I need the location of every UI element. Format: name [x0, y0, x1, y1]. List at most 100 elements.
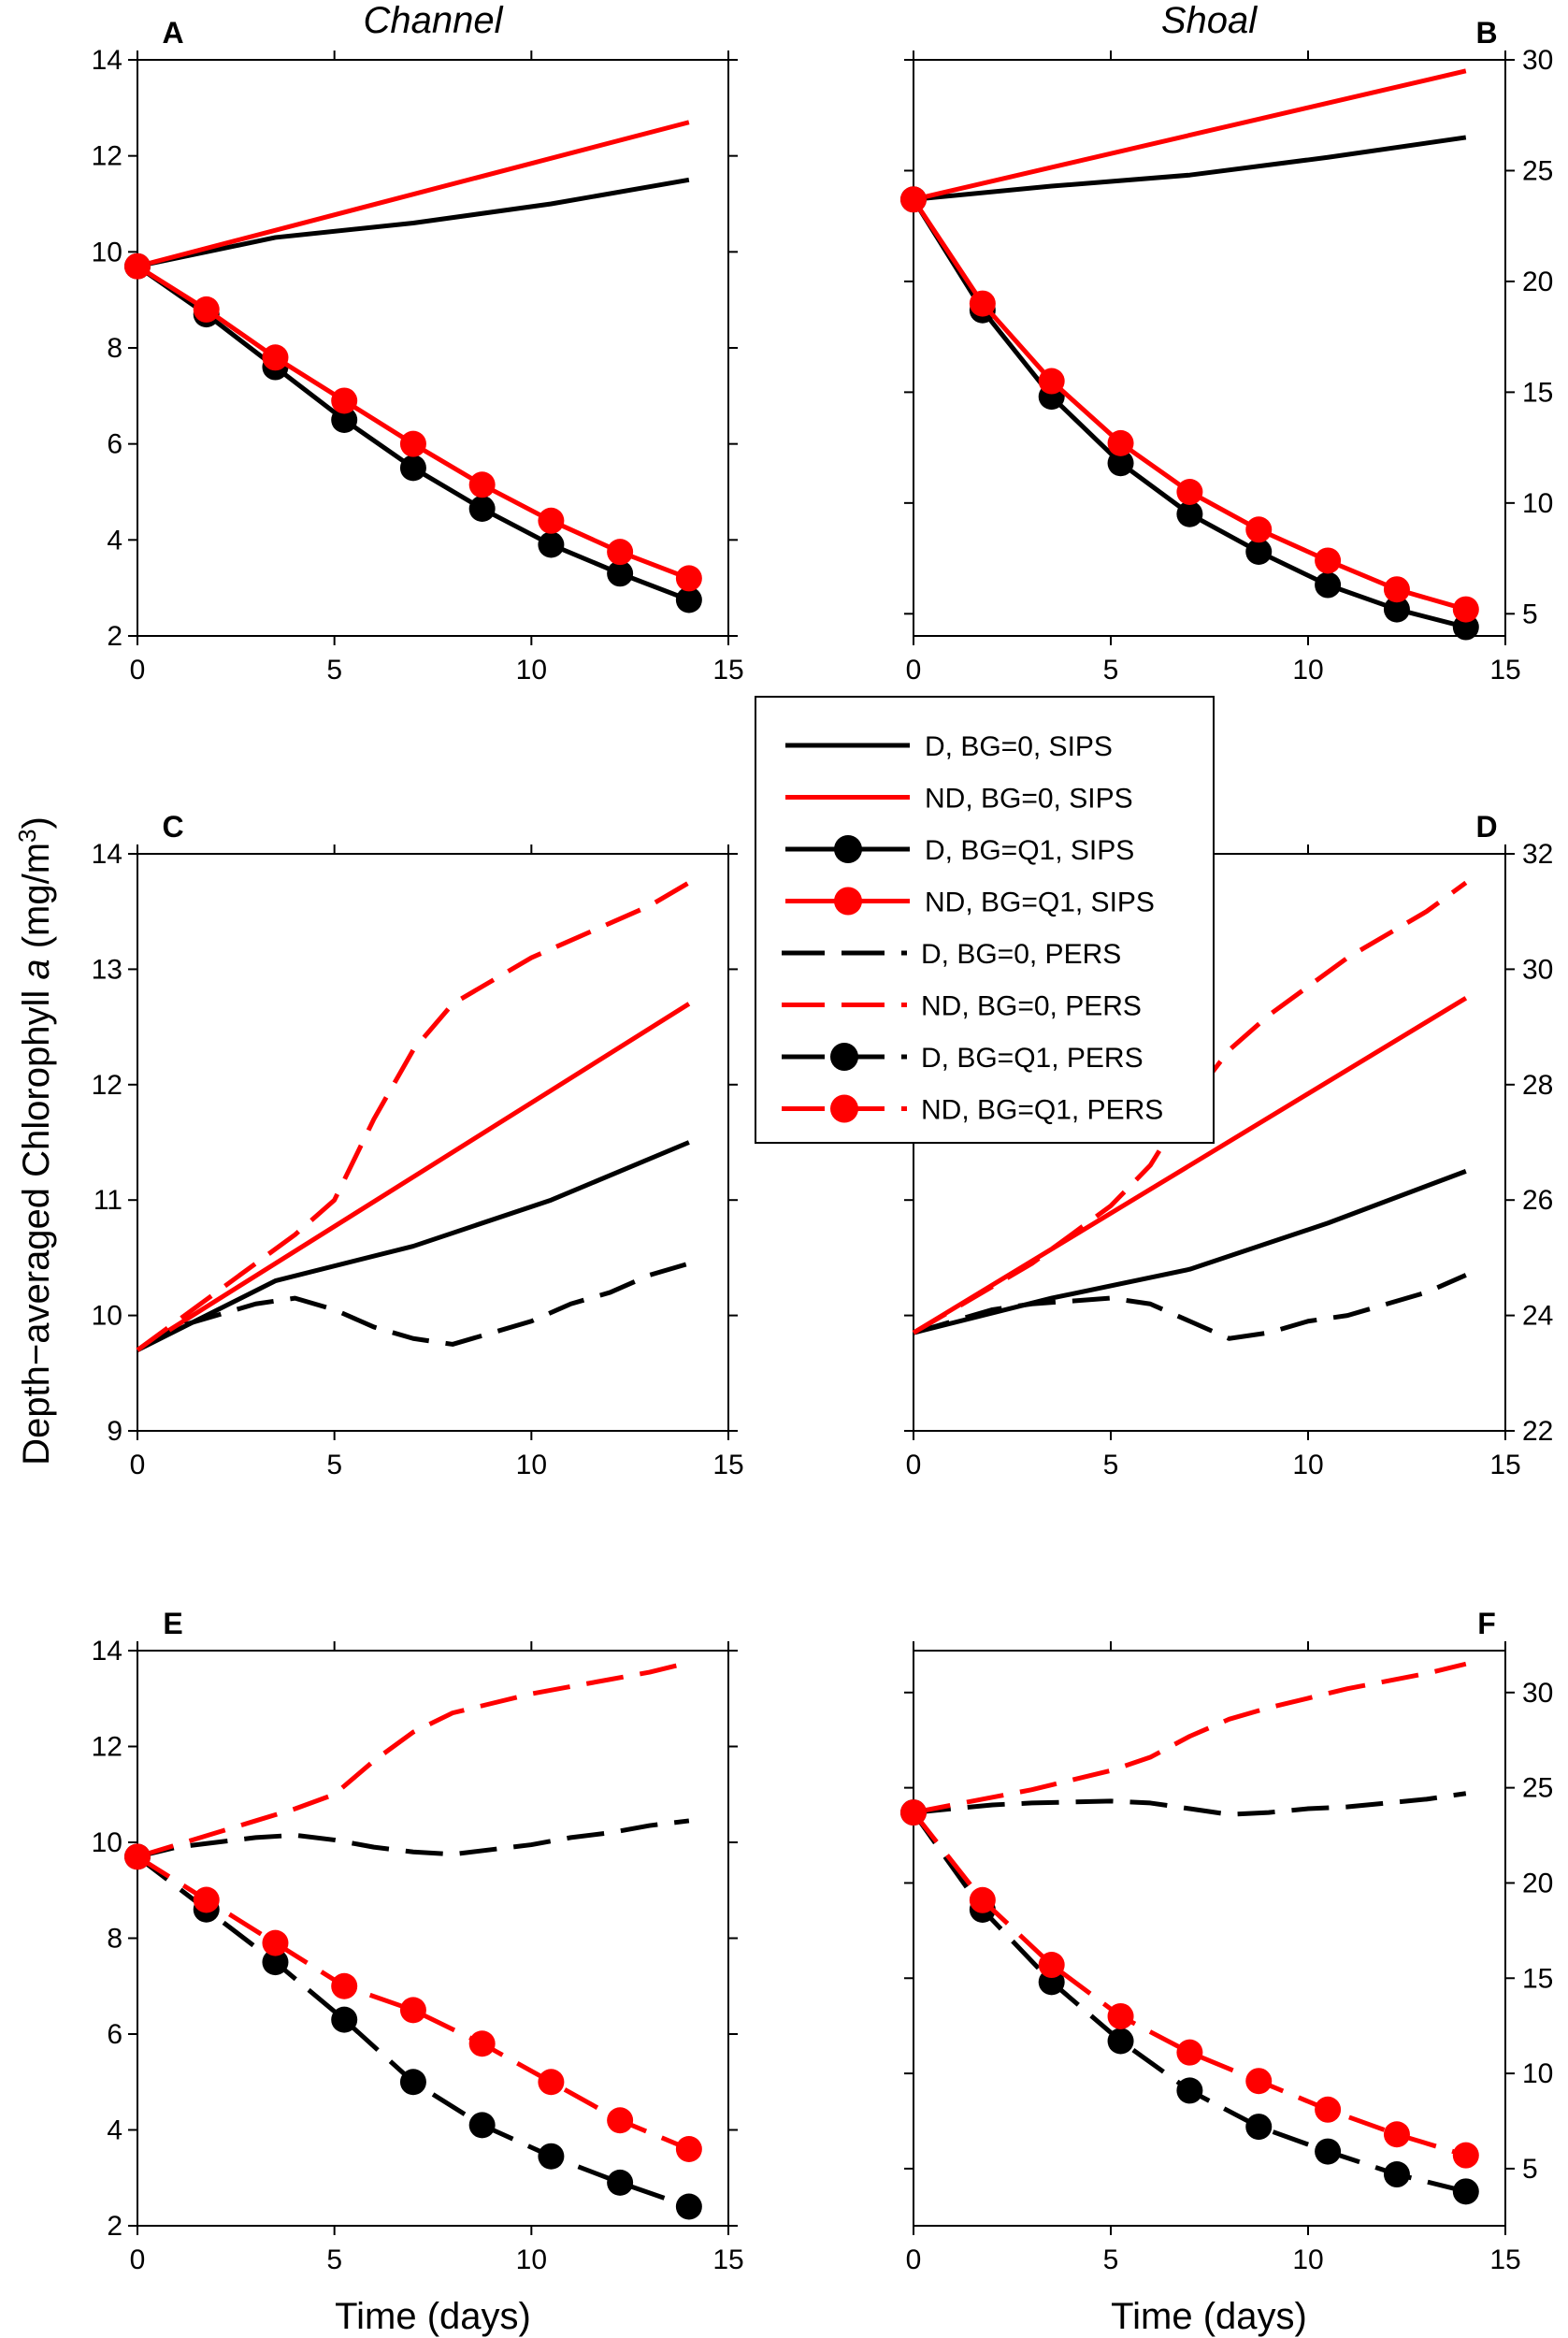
series-line-3	[911, 197, 1467, 612]
series-marker	[1452, 596, 1479, 623]
series-line-2	[136, 1855, 690, 2209]
x-tick-label: 0	[906, 2244, 922, 2275]
series-marker	[1383, 596, 1410, 623]
panel-f: 0 5 10 15 5 10 15 20 25 30 F	[900, 1607, 1553, 2275]
legend-entry: ND, BG=Q1, SIPS	[785, 887, 1155, 918]
x-tick-label: 0	[130, 655, 146, 686]
x-tick-label: 5	[1103, 655, 1119, 686]
legend-entry: D, BG=0, SIPS	[785, 731, 1113, 762]
series-marker	[468, 495, 496, 522]
series-marker	[399, 455, 426, 482]
legend-label: D, BG=Q1, SIPS	[925, 835, 1134, 866]
x-tick-label: 5	[1103, 1450, 1119, 1480]
series-line-2	[911, 197, 1467, 629]
y-tick-label: 26	[1522, 1185, 1553, 1216]
y-tick-label: 14	[92, 45, 122, 76]
x-tick-label: 5	[326, 2244, 342, 2275]
y-tick-label: 4	[107, 2115, 122, 2146]
series-marker	[331, 387, 358, 414]
x-tick-label: 10	[516, 2244, 547, 2275]
series-marker	[468, 2112, 496, 2139]
plot-frame	[137, 1650, 729, 2227]
series-line-2	[911, 1811, 1467, 2194]
series-line-1	[912, 996, 1468, 1335]
y-tick-label: 28	[1522, 1070, 1553, 1101]
y-tick-label: 13	[92, 954, 122, 985]
series-line-2	[136, 1261, 690, 1352]
legend-label: D, BG=Q1, PERS	[921, 1043, 1144, 1074]
legend-frame	[755, 696, 1215, 1144]
legend-label: D, BG=0, PERS	[921, 939, 1121, 970]
series-line-1	[913, 1661, 1467, 1815]
x-tick-label: 0	[906, 655, 922, 686]
legend-entry: ND, BG=0, SIPS	[785, 784, 1133, 815]
series-marker	[1107, 429, 1134, 456]
x-tick-label: 5	[1103, 2244, 1119, 2275]
y-tick-label: 20	[1522, 1868, 1553, 1898]
series-marker	[607, 2107, 634, 2134]
series-line-1	[913, 68, 1467, 202]
series-marker	[1107, 2002, 1134, 2029]
legend-entry: D, BG=0, PERS	[782, 939, 1121, 970]
panel-label: C	[162, 810, 183, 844]
series-marker	[538, 531, 565, 558]
y-tick-label: 10	[1522, 488, 1553, 519]
series-marker	[262, 1949, 289, 1976]
x-axis-label-right: Time (days)	[1111, 2296, 1307, 2337]
x-tick-label: 15	[712, 1450, 743, 1480]
x-tick-label: 10	[1292, 2244, 1323, 2275]
y-tick-label: 12	[92, 1070, 122, 1101]
series-marker	[969, 1886, 996, 1913]
y-axis-label: Depth−averaged Chlorophyll a (mg/m3)	[13, 816, 57, 1465]
series-marker	[1107, 450, 1134, 477]
series-line-3	[136, 264, 690, 581]
series-marker	[538, 2069, 565, 2096]
y-tick-label: 8	[107, 1924, 122, 1955]
series-marker	[1315, 571, 1342, 599]
series-marker	[1176, 500, 1203, 527]
series-marker	[1452, 2142, 1479, 2169]
panel-a: 0 5 10 15 2 4 6 8 10 12 14 A	[92, 16, 744, 686]
series-marker	[675, 565, 702, 592]
legend-entry: D, BG=Q1, SIPS	[785, 835, 1134, 866]
series-marker	[607, 2169, 634, 2196]
legend-marker-swatch	[830, 1043, 858, 1071]
series-marker	[331, 1972, 358, 1999]
y-tick-label: 12	[92, 1732, 122, 1763]
y-tick-label: 30	[1522, 954, 1553, 985]
panel-e: 0 5 10 15 2 4 6 8 10 12 14 E	[92, 1607, 744, 2275]
series-marker	[331, 2006, 358, 2033]
series-marker	[1452, 2178, 1479, 2205]
legend-marker-swatch	[834, 887, 862, 916]
legend-entry: ND, BG=0, PERS	[782, 991, 1142, 1022]
series-line-0	[913, 1169, 1467, 1335]
panel-c: 0 5 10 15 9 10 11 12 13 14 C	[92, 810, 744, 1480]
series-marker	[1383, 576, 1410, 603]
y-tick-label: 2	[107, 621, 122, 652]
x-tick-label: 10	[1292, 655, 1323, 686]
y-tick-label: 9	[107, 1416, 122, 1447]
series-marker	[193, 296, 220, 323]
series-marker	[1176, 2039, 1203, 2066]
y-tick-label: 10	[92, 1827, 122, 1858]
series-marker	[675, 2136, 702, 2162]
column-title-channel: Channel	[363, 0, 503, 41]
series-line-1	[137, 1660, 690, 1859]
y-tick-label: 2	[107, 2211, 122, 2242]
x-tick-label: 15	[712, 655, 743, 686]
series-marker	[1383, 2121, 1410, 2148]
y-tick-label: 32	[1522, 839, 1553, 870]
series-marker	[1038, 368, 1065, 395]
x-tick-label: 0	[906, 1450, 922, 1480]
series-line-0	[137, 1818, 690, 1859]
y-tick-label: 12	[92, 141, 122, 172]
series-marker	[262, 1929, 289, 1956]
x-tick-label: 10	[516, 655, 547, 686]
panel-label: D	[1475, 810, 1497, 844]
y-tick-label: 20	[1522, 267, 1553, 297]
series-marker	[193, 1886, 220, 1913]
series-marker	[468, 471, 496, 498]
y-tick-label: 30	[1522, 1678, 1553, 1709]
series-marker	[675, 586, 702, 613]
